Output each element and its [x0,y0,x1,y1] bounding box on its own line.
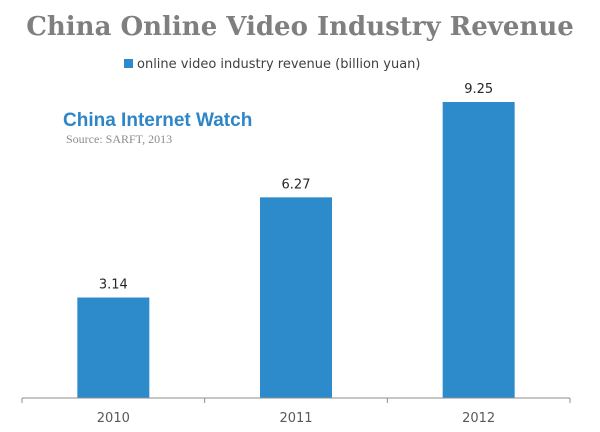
x-axis-ticks: 2010 2011 2012 [21,398,571,426]
x-tick-label-2011: 2011 [279,411,312,426]
legend-swatch [124,59,133,68]
data-label-2010: 3.14 [99,278,128,293]
bars-group [77,102,515,398]
source-note: Source: SARFT, 2013 [66,132,172,146]
x-tick-label-2010: 2010 [97,411,130,426]
data-labels-group: 3.14 6.27 9.25 [99,82,493,293]
legend-label: online video industry revenue (billion y… [137,57,420,72]
legend: online video industry revenue (billion y… [124,57,420,72]
chart-title: China Online Video Industry Revenue [26,12,574,42]
data-label-2012: 9.25 [464,82,493,97]
x-tick-label-2012: 2012 [462,411,495,426]
brand-label: China Internet Watch [63,110,252,131]
bar-2012 [442,102,515,398]
bar-2010 [77,297,150,398]
data-label-2011: 6.27 [282,177,311,192]
bar-2011 [260,197,332,398]
